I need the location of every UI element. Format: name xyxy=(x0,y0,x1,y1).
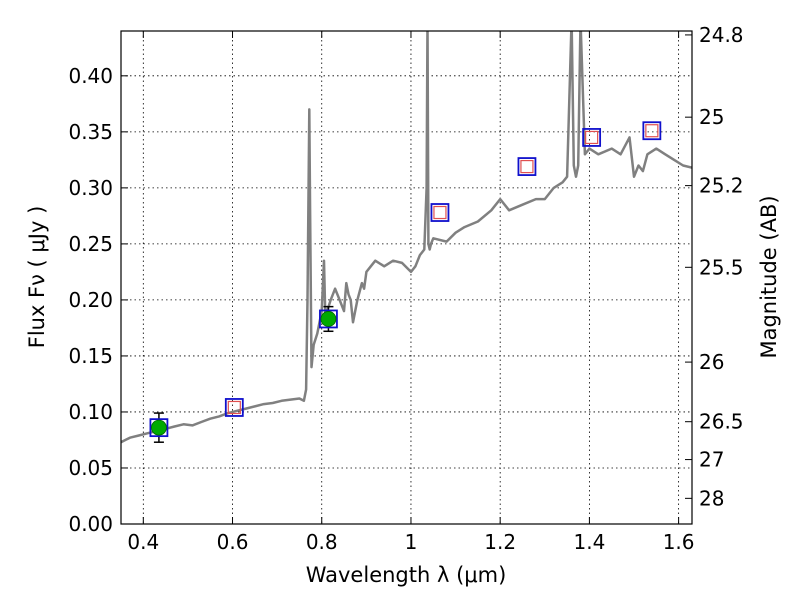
photometry-square xyxy=(642,121,662,141)
right-tick-label: 28 xyxy=(699,486,724,510)
model-square xyxy=(433,205,447,220)
tick-labels: 0.4 0.6 0.8 1 1.2 1.4 1.6 0.00 0.05 0.10 0.15 0.20 0… xyxy=(68,23,743,554)
right-tick-label: 24.8 xyxy=(699,23,744,47)
right-axis-title: Magnitude (AB) xyxy=(757,195,781,358)
y-tick-label: 0.00 xyxy=(68,512,113,536)
photometry-markers xyxy=(149,121,662,443)
x-axis-title: Wavelength λ (μm) xyxy=(306,563,507,587)
y-axis-title: Flux Fν ( μJy ) xyxy=(25,206,49,349)
right-tick-label: 27 xyxy=(699,448,724,472)
x-tick-label: 0.8 xyxy=(306,530,338,554)
x-tick-label: 0.6 xyxy=(217,530,249,554)
spectrum-layer xyxy=(121,31,692,444)
plot-frame xyxy=(120,30,693,525)
photometry-point xyxy=(151,419,167,436)
right-tick-label: 25.5 xyxy=(699,255,744,279)
right-tick-label: 26 xyxy=(699,350,724,374)
spectrum-line xyxy=(121,31,692,444)
model-square xyxy=(645,124,659,138)
right-tick-label: 25.2 xyxy=(699,174,744,198)
x-tick-label: 1 xyxy=(405,530,418,554)
model-square xyxy=(520,159,534,174)
y-tick-label: 0.05 xyxy=(68,456,113,480)
y-tick-label: 0.35 xyxy=(68,120,113,144)
x-tick-label: 1.2 xyxy=(484,530,516,554)
photometry-square xyxy=(149,418,169,438)
right-tick-label: 26.5 xyxy=(699,410,744,434)
y-tick-label: 0.40 xyxy=(68,64,113,88)
model-square xyxy=(585,130,599,145)
x-tick-label: 1.6 xyxy=(663,530,695,554)
y-tick-label: 0.30 xyxy=(68,176,113,200)
photometry-square xyxy=(224,398,244,417)
grid-lines xyxy=(121,31,692,524)
photometry-square xyxy=(517,157,537,176)
axis-ticks xyxy=(121,31,692,525)
photometry-square xyxy=(319,309,338,329)
y-tick-label: 0.15 xyxy=(68,344,113,368)
y-tick-label: 0.20 xyxy=(68,288,113,312)
x-tick-label: 0.4 xyxy=(127,530,159,554)
x-tick-label: 1.4 xyxy=(573,530,605,554)
photometry-square xyxy=(582,128,602,147)
photometry-point xyxy=(320,311,337,327)
photometry-square xyxy=(430,203,450,222)
y-tick-label: 0.25 xyxy=(68,232,113,256)
right-tick-label: 25 xyxy=(699,105,724,129)
model-square xyxy=(227,400,241,415)
y-tick-label: 0.10 xyxy=(68,400,113,424)
